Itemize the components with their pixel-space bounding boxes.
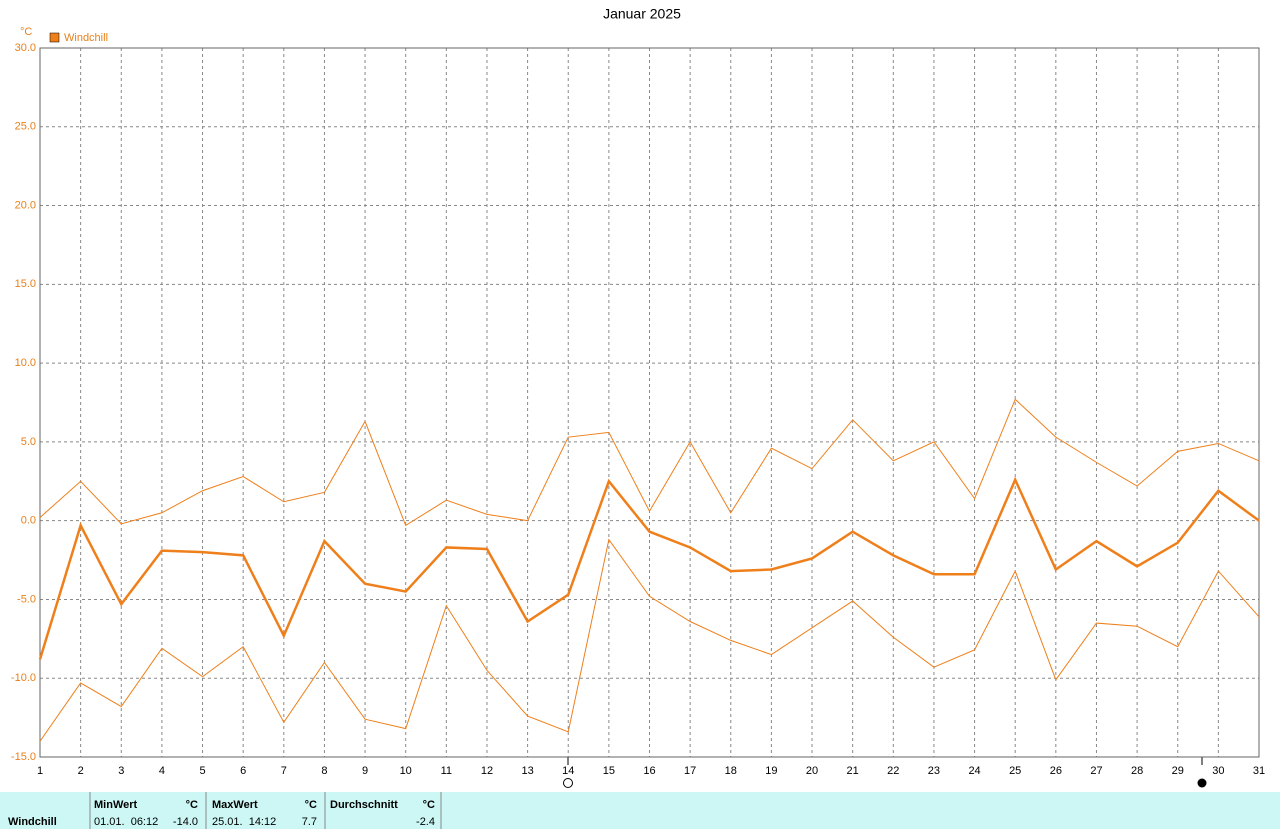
stats-value: -14.0	[173, 816, 198, 828]
x-tick-label: 13	[521, 765, 533, 777]
stats-header: MaxWert	[212, 799, 258, 811]
x-tick-label: 29	[1172, 765, 1184, 777]
y-tick-label: 15.0	[15, 278, 36, 290]
stats-unit: °C	[423, 799, 435, 811]
y-tick-label: -5.0	[17, 593, 36, 605]
data-line	[38, 476, 1260, 660]
x-tick-label: 30	[1212, 765, 1224, 777]
x-tick-label: 11	[441, 765, 452, 777]
y-unit: °C	[20, 26, 32, 38]
y-tick-label: 30.0	[15, 42, 36, 54]
stats-date: 25.01. 14:12	[212, 816, 276, 828]
x-tick-label: 25	[1009, 765, 1021, 777]
stats-value: 7.7	[302, 816, 317, 828]
stats-unit: °C	[305, 799, 317, 811]
x-tick-label: 2	[78, 765, 84, 777]
stats-date: 01.01. 06:12	[94, 816, 158, 828]
plot-border	[39, 47, 1260, 758]
x-tick-label: 9	[362, 765, 368, 777]
x-tick-label: 18	[725, 765, 737, 777]
y-tick-label: -15.0	[11, 751, 36, 763]
x-tick-label: 1	[37, 765, 43, 777]
moon-phase-new	[1197, 778, 1207, 788]
x-tick-label: 3	[118, 765, 124, 777]
stats-value: -2.4	[416, 816, 435, 828]
x-tick-label: 14	[562, 765, 574, 777]
moon-phase-full	[563, 778, 573, 788]
x-tick-label: 10	[400, 765, 412, 777]
x-tick-label: 24	[968, 765, 980, 777]
x-tick-label: 27	[1090, 765, 1102, 777]
x-tick-label: 7	[281, 765, 287, 777]
data-line	[39, 398, 1260, 527]
stats-table	[0, 792, 1280, 829]
x-tick-label: 21	[847, 765, 859, 777]
y-tick-label: 20.0	[15, 199, 36, 211]
y-tick-label: 10.0	[15, 357, 36, 369]
legend-label: Windchill	[64, 32, 108, 44]
x-tick-label: 4	[159, 765, 165, 777]
x-tick-label: 12	[481, 765, 493, 777]
x-tick-label: 17	[684, 765, 696, 777]
stats-row-label: Windchill	[8, 816, 57, 828]
x-tick-label: 20	[806, 765, 818, 777]
x-tick-label: 31	[1253, 765, 1265, 777]
x-tick-label: 22	[887, 765, 899, 777]
x-tick-label: 8	[321, 765, 327, 777]
chart-title: Januar 2025	[603, 6, 681, 22]
x-tick-label: 6	[240, 765, 246, 777]
x-tick-label: 26	[1050, 765, 1062, 777]
y-tick-label: 0.0	[21, 515, 36, 527]
y-tick-label: 5.0	[21, 436, 36, 448]
x-tick-label: 5	[199, 765, 205, 777]
y-tick-label: -10.0	[11, 672, 36, 684]
x-tick-label: 15	[603, 765, 615, 777]
data-line	[39, 538, 1260, 742]
stats-header: MinWert	[94, 799, 138, 811]
x-tick-label: 28	[1131, 765, 1143, 777]
y-tick-label: 25.0	[15, 121, 36, 133]
stats-unit: °C	[186, 799, 198, 811]
legend-swatch	[49, 32, 60, 43]
stats-header: Durchschnitt	[330, 799, 398, 811]
x-tick-label: 23	[928, 765, 940, 777]
x-tick-label: 19	[765, 765, 777, 777]
x-tick-label: 16	[643, 765, 655, 777]
